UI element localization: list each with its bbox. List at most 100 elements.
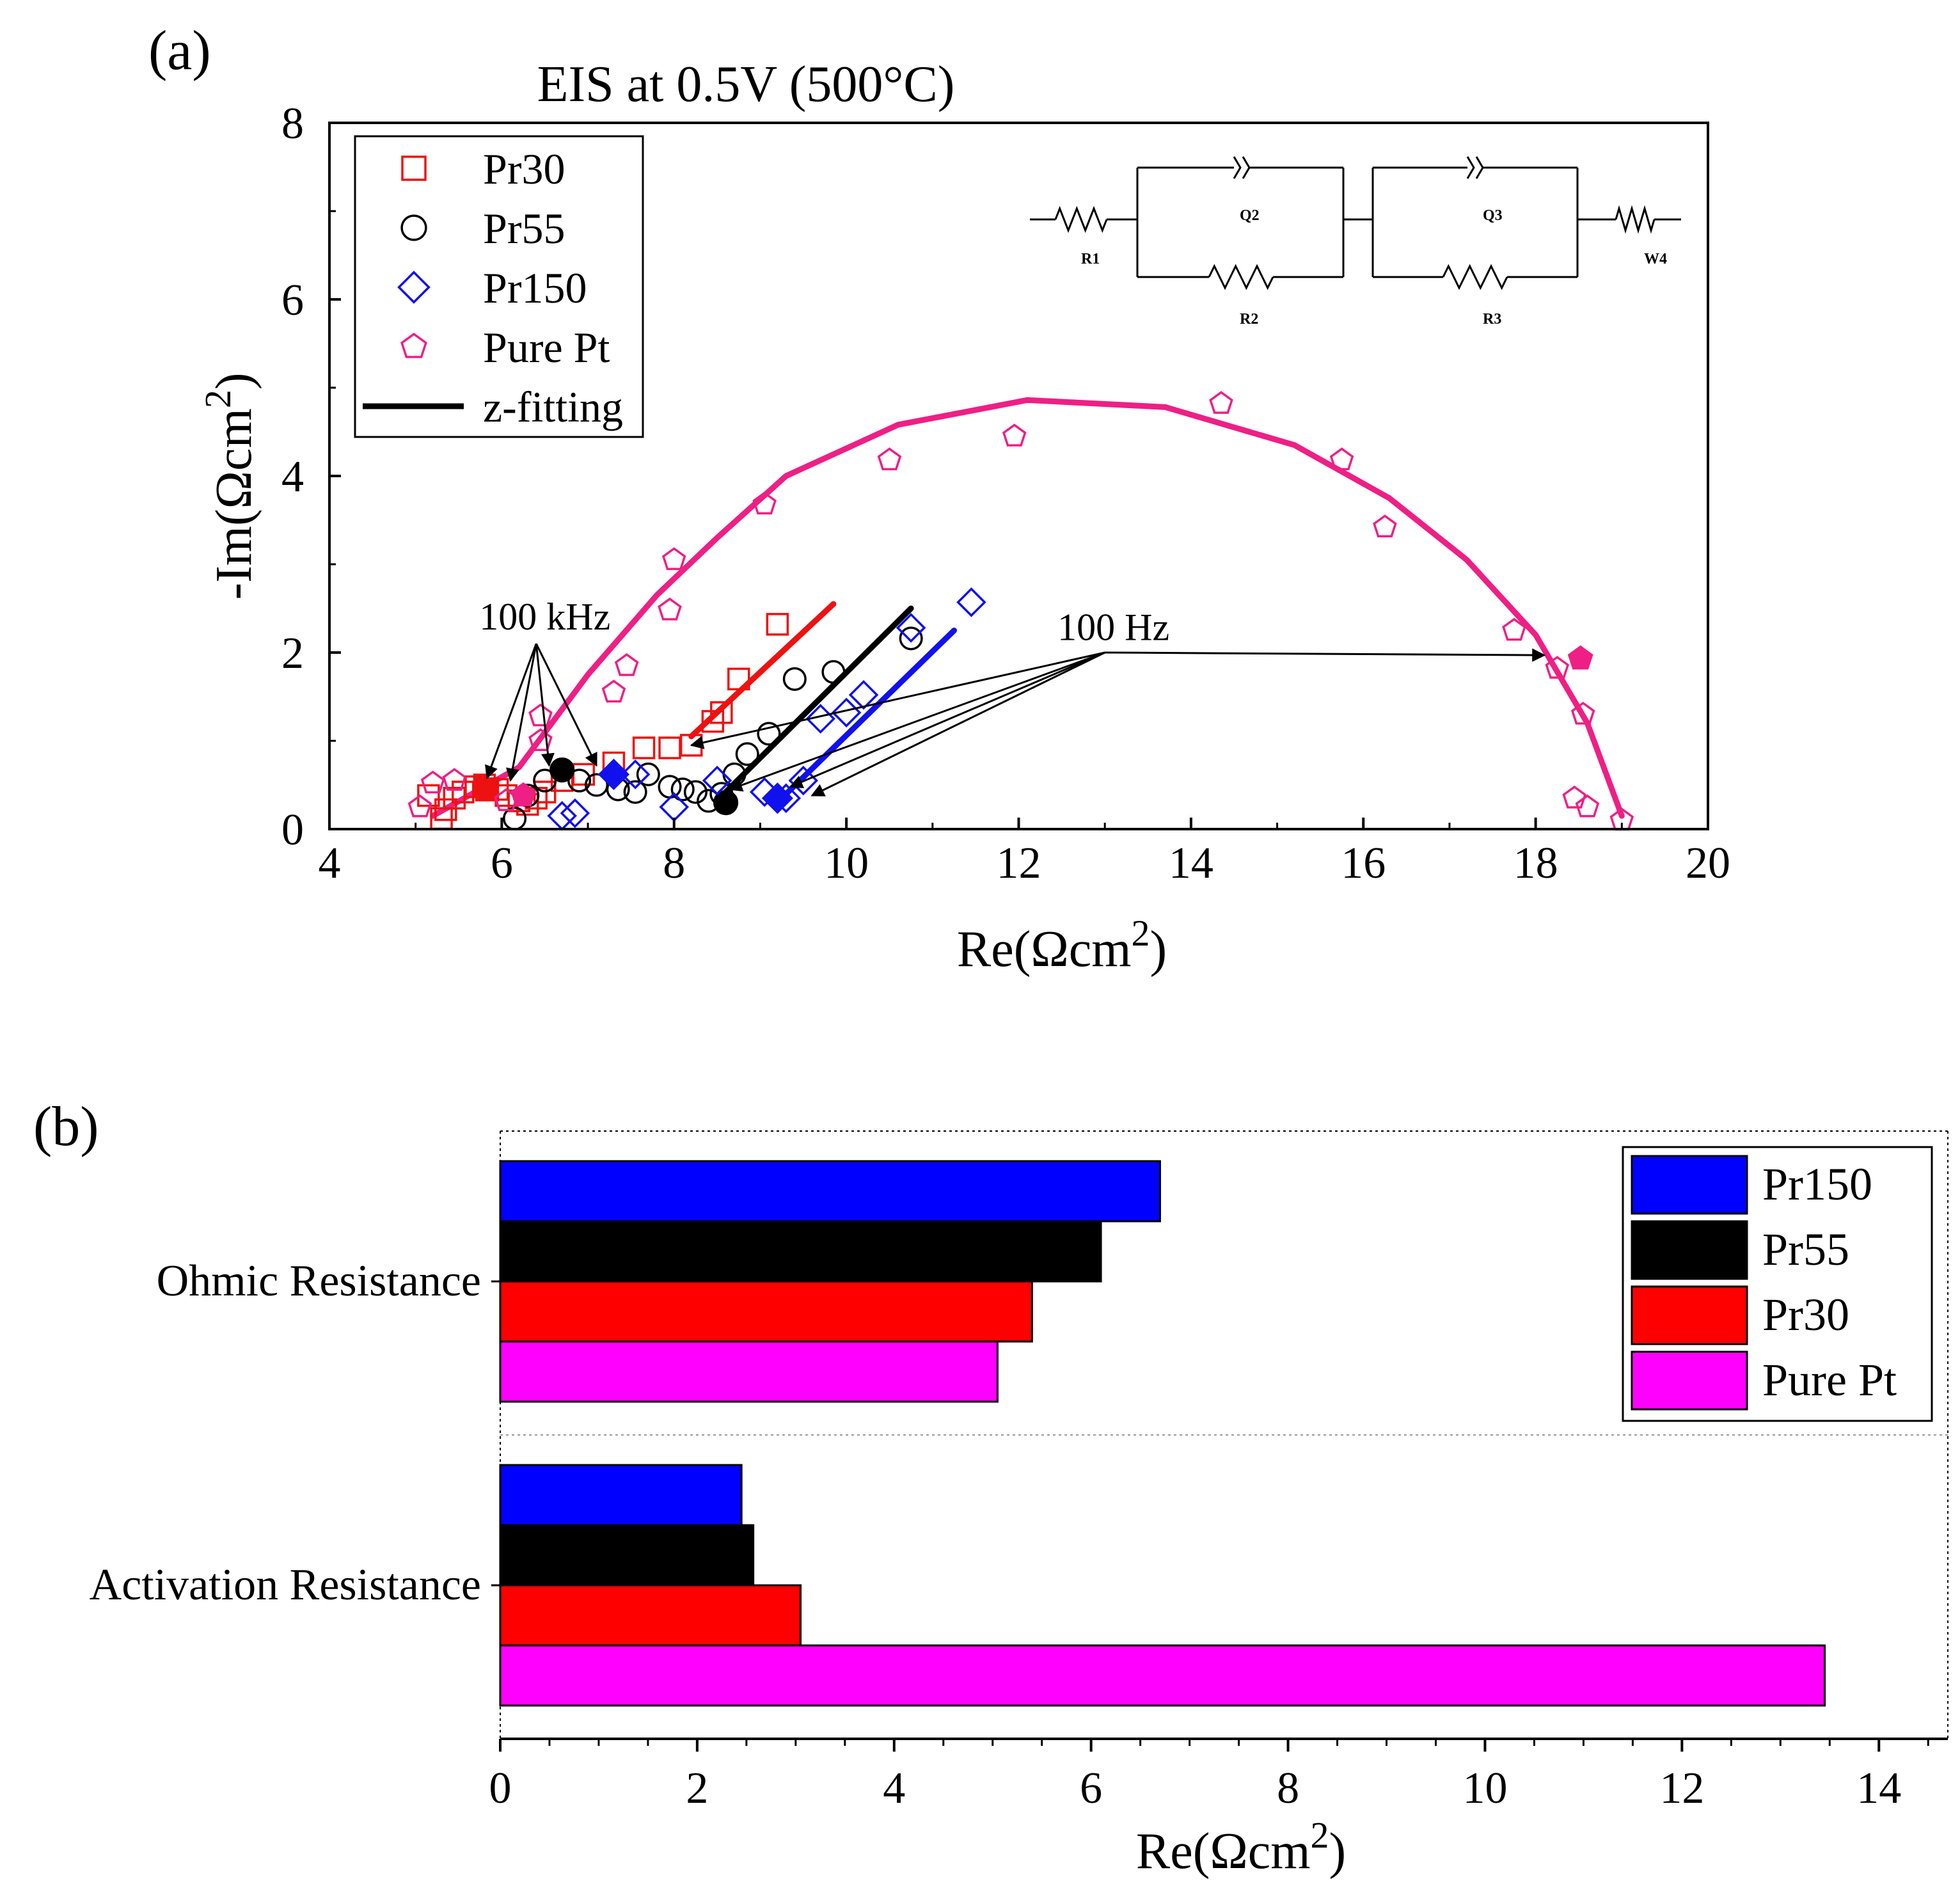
bar-pr30-activation-resistance	[499, 1584, 802, 1647]
circuit-label-r2: R2	[1240, 311, 1258, 328]
b-x-tick-label-4: 4	[883, 1764, 905, 1813]
point-pr55	[683, 780, 707, 804]
legend-a-label-pure-pt: Pure Pt	[483, 323, 610, 372]
point-pure-pt	[1545, 656, 1570, 679]
legend-a-marker-pr55	[400, 214, 427, 241]
legend-b-label-pr150: Pr150	[1762, 1159, 1872, 1210]
point-pure-pt	[614, 653, 639, 676]
x-tick-label-18: 18	[1513, 839, 1558, 888]
highlight-point-pr55	[549, 757, 575, 783]
highlight-point-pure-pt	[1567, 645, 1593, 670]
arrow-100hz	[789, 651, 1105, 789]
x-tick-label-4: 4	[319, 839, 341, 888]
chart-b-legend: Pr150 Pr55 Pr30 Pure Pt	[1622, 1146, 1933, 1422]
bar-pure-pt-ohmic-resistance	[499, 1340, 999, 1403]
legend-a-marker-pure-pt	[400, 333, 427, 358]
circuit-label-q3: Q3	[1483, 207, 1503, 224]
x-tick-label-14: 14	[1169, 839, 1213, 888]
legend-a-box	[354, 135, 644, 438]
point-pure-pt	[661, 547, 686, 571]
series-pr55	[503, 626, 923, 830]
legend-b-label-pure-pt: Pure Pt	[1762, 1354, 1897, 1406]
fit-line-pr55-fit	[723, 605, 914, 795]
point-pr55	[735, 742, 759, 766]
arrow-100khz	[535, 644, 555, 767]
cpe-q2	[1233, 156, 1242, 179]
chart-a-axes: 4 6 8 10 12 14 16 18 20 0 2 4 6 8	[281, 99, 1730, 888]
bar-pr150-ohmic-resistance	[499, 1160, 1161, 1223]
b-x-tick-label-12: 12	[1659, 1764, 1704, 1813]
y-tick-label-6: 6	[281, 276, 304, 325]
point-pr150	[896, 613, 926, 643]
point-pr150	[702, 765, 732, 796]
point-pr55	[782, 667, 807, 691]
equivalent-circuit-diagram: R1 Q2 R2 Q3 R3 W4	[1030, 156, 1681, 328]
b-x-tick-label-14: 14	[1856, 1764, 1901, 1813]
legend-b-entry-pure-pt: Pure Pt	[1631, 1350, 1897, 1411]
point-pr30	[658, 736, 681, 759]
legend-b-entry-pr30: Pr30	[1631, 1285, 1849, 1345]
highlight-point-pr150	[597, 758, 630, 791]
point-pr55	[670, 777, 695, 802]
bar-pr55-activation-resistance	[499, 1524, 755, 1587]
legend-b-swatch-pr55	[1631, 1220, 1748, 1280]
panel-a-label: (a)	[148, 20, 211, 82]
chart-a-title: EIS at 0.5V (500°C)	[537, 56, 955, 113]
circuit-label-q2: Q2	[1240, 207, 1260, 224]
y-tick-label-8: 8	[281, 99, 304, 148]
point-pr150	[620, 759, 651, 789]
point-pure-pt	[1002, 424, 1027, 447]
x-tick-label-12: 12	[997, 839, 1041, 888]
arrow-100hz	[690, 651, 1105, 750]
b-x-tick-label-0: 0	[489, 1764, 512, 1813]
x-tick-label-8: 8	[663, 839, 685, 888]
point-pr55	[623, 780, 647, 804]
legend-b-swatch-pure-pt	[1631, 1350, 1748, 1411]
legend-a-entry-pr30: Pr30	[401, 145, 565, 193]
legend-a-entry-pure-pt: Pure Pt	[400, 323, 610, 372]
b-x-tick-label-6: 6	[1080, 1764, 1102, 1813]
chart-a-y-axis-label: -Im(Ωcm2)	[197, 373, 262, 600]
point-pure-pt	[442, 768, 467, 791]
arrow-100khz	[535, 643, 597, 767]
arrow-100hz	[1105, 648, 1546, 662]
point-pure-pt	[528, 728, 553, 751]
legend-b-label-pr55: Pr55	[1762, 1224, 1849, 1275]
legend-a-label-pr150: Pr150	[483, 264, 587, 312]
bar-pure-pt-activation-resistance	[499, 1644, 1826, 1707]
y-label-close: )	[206, 373, 262, 390]
bar-pr30-ohmic-resistance	[499, 1280, 1033, 1343]
highlight-point-pure-pt	[510, 782, 536, 807]
panel-a-eis-chart: (a) EIS at 0.5V (500°C) 100 kHz 100 Hz R…	[148, 20, 1730, 978]
category-label-ohmic-resistance: Ohmic Resistance	[157, 1256, 481, 1306]
legend-b-swatch-pr150	[1631, 1155, 1748, 1215]
bar-group-ohmic-resistance: Ohmic Resistance	[157, 1160, 1161, 1403]
chart-b-x-axis-label: Re(Ωcm2)	[1136, 1814, 1346, 1880]
legend-a-entry-pr150: Pr150	[397, 264, 587, 312]
highlight-point-pr30	[475, 777, 500, 802]
bar-pr55-ohmic-resistance	[499, 1220, 1102, 1283]
point-pr150	[848, 679, 879, 710]
x-tick-label-6: 6	[491, 839, 513, 888]
legend-a-marker-pr30	[401, 155, 427, 181]
point-pr55	[821, 660, 846, 684]
point-pure-pt	[1329, 447, 1354, 471]
point-pr55	[899, 626, 923, 651]
highlight-point-pr55	[713, 790, 739, 816]
legend-a-label-z-fitting: z-fitting	[483, 383, 623, 431]
highlight-point-pr150	[761, 782, 793, 814]
y-tick-label-4: 4	[281, 452, 304, 502]
x-tick-label-16: 16	[1341, 839, 1386, 888]
cpe-q2	[1242, 156, 1251, 179]
arrow-100hz	[810, 651, 1105, 796]
b-x-tick-label-2: 2	[686, 1764, 708, 1813]
point-pr30	[701, 709, 725, 733]
b-x-tick-label-10: 10	[1462, 1764, 1507, 1813]
legend-b-label-pr30: Pr30	[1762, 1289, 1849, 1340]
arrow-100khz	[506, 643, 537, 782]
fit-line-pr30-fit	[688, 601, 837, 740]
series-pr150	[547, 587, 986, 831]
x-label-base: Re(Ωcm	[1136, 1823, 1311, 1880]
legend-a-entry-z-fitting: z-fitting	[363, 383, 623, 431]
